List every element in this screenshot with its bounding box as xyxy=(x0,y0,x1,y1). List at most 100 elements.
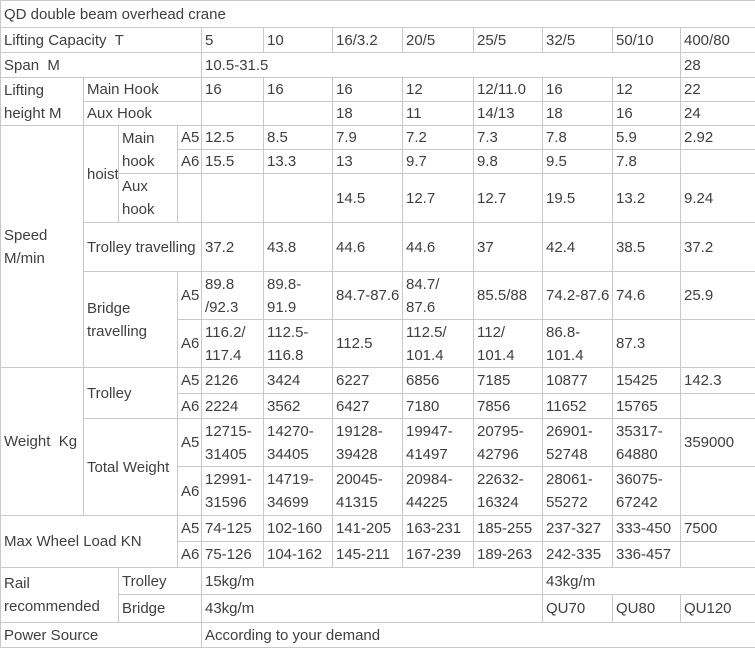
hoist-aux-value xyxy=(264,174,333,223)
trolley-weight-a5-value: 142.3 xyxy=(681,368,755,394)
main-hook-value: 22 xyxy=(681,78,755,102)
hoist-main-a5-value: 2.92 xyxy=(681,126,755,150)
main-hook-value: 16 xyxy=(333,78,403,102)
span-label: Span M xyxy=(1,53,202,78)
rail-trolley-left-value: 15kg/m xyxy=(202,568,543,595)
lifting-capacity-value: 5 xyxy=(202,28,264,53)
rail-bridge-left-value: 43kg/m xyxy=(202,595,543,623)
bridge-a6-value: 87.3 xyxy=(613,320,681,368)
aux-hook-value: 18 xyxy=(333,102,403,126)
main-hook-value: 16 xyxy=(264,78,333,102)
main-hook-value: 16 xyxy=(543,78,613,102)
trolley-weight-a5-value: 6227 xyxy=(333,368,403,394)
hoist-aux-value: 9.24 xyxy=(681,174,755,223)
bridge-a6-value: 112/ 101.4 xyxy=(474,320,543,368)
hoist-main-a6-value: 9.7 xyxy=(403,150,474,174)
lifting-capacity-value: 50/10 xyxy=(613,28,681,53)
lifting-capacity-value: 32/5 xyxy=(543,28,613,53)
a6-label: A6 xyxy=(178,394,202,419)
rail-bridge-qu-value: QU80 xyxy=(613,595,681,623)
max-wheel-a6-value: 242-335 xyxy=(543,542,613,568)
max-wheel-a6-value: 189-263 xyxy=(474,542,543,568)
total-weight-a6-value: 28061- 55272 xyxy=(543,467,613,516)
trolley-weight-a5-value: 7185 xyxy=(474,368,543,394)
lifting-capacity-value: 20/5 xyxy=(403,28,474,53)
total-weight-a5-value: 20795- 42796 xyxy=(474,419,543,467)
rail-label: Rail recommended xyxy=(1,568,119,623)
lifting-capacity-label: Lifting Capacity T xyxy=(1,28,202,53)
rail-bridge-qu-value: QU70 xyxy=(543,595,613,623)
power-source-value: According to your demand xyxy=(202,623,755,648)
trolley-travelling-value: 37.2 xyxy=(681,223,755,272)
trolley-weight-a6-value xyxy=(681,394,755,419)
rail-bridge-qu-value: QU120 xyxy=(681,595,755,623)
total-weight-a5-value: 14270- 34405 xyxy=(264,419,333,467)
max-wheel-a5-value: 185-255 xyxy=(474,516,543,542)
bridge-a5-value: 84.7/ 87.6 xyxy=(403,272,474,320)
aux-hook-value: 18 xyxy=(543,102,613,126)
trolley-travelling-value: 37.2 xyxy=(202,223,264,272)
hoist-main-a5-value: 5.9 xyxy=(613,126,681,150)
hoist-label: hoist xyxy=(84,126,119,223)
max-wheel-a5-value: 333-450 xyxy=(613,516,681,542)
hoist-aux-value: 19.5 xyxy=(543,174,613,223)
hoist-main-a5-value: 7.3 xyxy=(474,126,543,150)
hoist-main-a6-value: 9.5 xyxy=(543,150,613,174)
hoist-main-a6-value: 15.5 xyxy=(202,150,264,174)
lifting-capacity-value: 25/5 xyxy=(474,28,543,53)
hoist-aux-value: 12.7 xyxy=(403,174,474,223)
max-wheel-a5-value: 74-125 xyxy=(202,516,264,542)
span-value-last: 28 xyxy=(681,53,755,78)
trolley-weight-a6-value: 3562 xyxy=(264,394,333,419)
bridge-a6-value: 112.5- 116.8 xyxy=(264,320,333,368)
bridge-a6-value: 112.5/ 101.4 xyxy=(403,320,474,368)
trolley-weight-a5-value: 3424 xyxy=(264,368,333,394)
trolley-weight-a6-value: 15765 xyxy=(613,394,681,419)
hoist-aux-value xyxy=(202,174,264,223)
hoist-aux-value: 12.7 xyxy=(474,174,543,223)
a6-label: A6 xyxy=(178,542,202,568)
total-weight-a5-value: 26901- 52748 xyxy=(543,419,613,467)
bridge-travelling-label: Bridge travelling xyxy=(84,272,178,368)
trolley-weight-a5-value: 6856 xyxy=(403,368,474,394)
max-wheel-a6-value: 336-457 xyxy=(613,542,681,568)
aux-hook-value: 24 xyxy=(681,102,755,126)
total-weight-a5-value: 19947- 41497 xyxy=(403,419,474,467)
hoist-main-a6-value: 7.8 xyxy=(613,150,681,174)
max-wheel-a5-value: 237-327 xyxy=(543,516,613,542)
total-weight-a6-value: 20045- 41315 xyxy=(333,467,403,516)
hoist-main-a5-value: 12.5 xyxy=(202,126,264,150)
a5-label: A5 xyxy=(178,272,202,320)
trolley-weight-a5-value: 15425 xyxy=(613,368,681,394)
bridge-a5-value: 74.6 xyxy=(613,272,681,320)
trolley-travelling-label: Trolley travelling xyxy=(84,223,202,272)
max-wheel-a5-value: 163-231 xyxy=(403,516,474,542)
bridge-a6-value: 116.2/ 117.4 xyxy=(202,320,264,368)
trolley-travelling-value: 37 xyxy=(474,223,543,272)
hoist-main-a6-value: 13 xyxy=(333,150,403,174)
rail-bridge-label: Bridge xyxy=(119,595,202,623)
total-weight-a6-value: 14719- 34699 xyxy=(264,467,333,516)
aux-hook-label: Aux Hook xyxy=(84,102,202,126)
total-weight-a6-value: 22632- 16324 xyxy=(474,467,543,516)
bridge-a6-value: 86.8- 101.4 xyxy=(543,320,613,368)
bridge-a6-value: 112.5 xyxy=(333,320,403,368)
main-hook-value: 16 xyxy=(202,78,264,102)
max-wheel-a5-value: 102-160 xyxy=(264,516,333,542)
trolley-travelling-value: 43.8 xyxy=(264,223,333,272)
total-weight-a6-value: 20984- 44225 xyxy=(403,467,474,516)
max-wheel-a5-value: 141-205 xyxy=(333,516,403,542)
trolley-weight-a6-value: 6427 xyxy=(333,394,403,419)
hoist-aux-value: 14.5 xyxy=(333,174,403,223)
max-wheel-a6-value: 104-162 xyxy=(264,542,333,568)
hoist-aux-value: 13.2 xyxy=(613,174,681,223)
hoist-main-a5-value: 7.9 xyxy=(333,126,403,150)
total-weight-a5-value: 35317- 64880 xyxy=(613,419,681,467)
hoist-main-a5-value: 7.8 xyxy=(543,126,613,150)
bridge-a5-value: 25.9 xyxy=(681,272,755,320)
a6-label: A6 xyxy=(178,320,202,368)
a6-label: A6 xyxy=(178,150,202,174)
a5-label: A5 xyxy=(178,516,202,542)
hoist-main-a6-value xyxy=(681,150,755,174)
aux-hook-value xyxy=(202,102,264,126)
